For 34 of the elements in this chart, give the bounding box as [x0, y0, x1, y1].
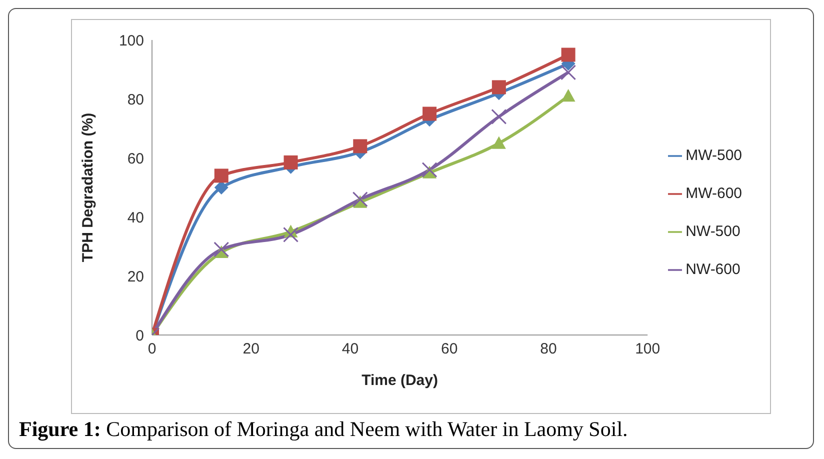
y-tick-label: 20: [127, 268, 144, 286]
x-tick-label: 20: [242, 340, 260, 358]
point: [422, 162, 438, 178]
point: [422, 106, 437, 121]
x-axis-title: Time (Day): [362, 372, 438, 389]
point: [352, 192, 368, 208]
point: [561, 89, 576, 102]
y-tick-label: 0: [136, 327, 144, 344]
x-tick-label: 80: [540, 340, 557, 358]
point: [284, 155, 298, 170]
point: [214, 180, 228, 194]
x-tick-label: 100: [635, 340, 660, 358]
point: [283, 226, 299, 242]
legend-label: MW-500: [686, 146, 742, 164]
point: [492, 136, 506, 149]
legend-label: NW-500: [686, 222, 740, 240]
point: [214, 242, 230, 258]
y-axis-title: TPH Degradation (%): [79, 112, 96, 262]
point: [560, 64, 576, 80]
caption: Figure 1: Comparison of Moringa and Neem with Water in Laomy Soil.: [18, 416, 629, 443]
y-tick-label: 60: [127, 150, 144, 168]
y-tick-label: 40: [127, 209, 144, 226]
point: [214, 168, 228, 183]
point: [491, 108, 507, 124]
x-tick-label: 60: [441, 340, 458, 358]
y-tick-label: 100: [118, 32, 144, 50]
point: [492, 80, 506, 94]
legend-label: MW-600: [686, 184, 742, 202]
x-tick-label: 0: [148, 340, 156, 358]
legend-label: NW-600: [686, 260, 740, 278]
y-tick-label: 80: [127, 91, 144, 108]
point: [561, 48, 576, 62]
x-tick-label: 40: [342, 340, 359, 358]
point: [353, 139, 368, 154]
